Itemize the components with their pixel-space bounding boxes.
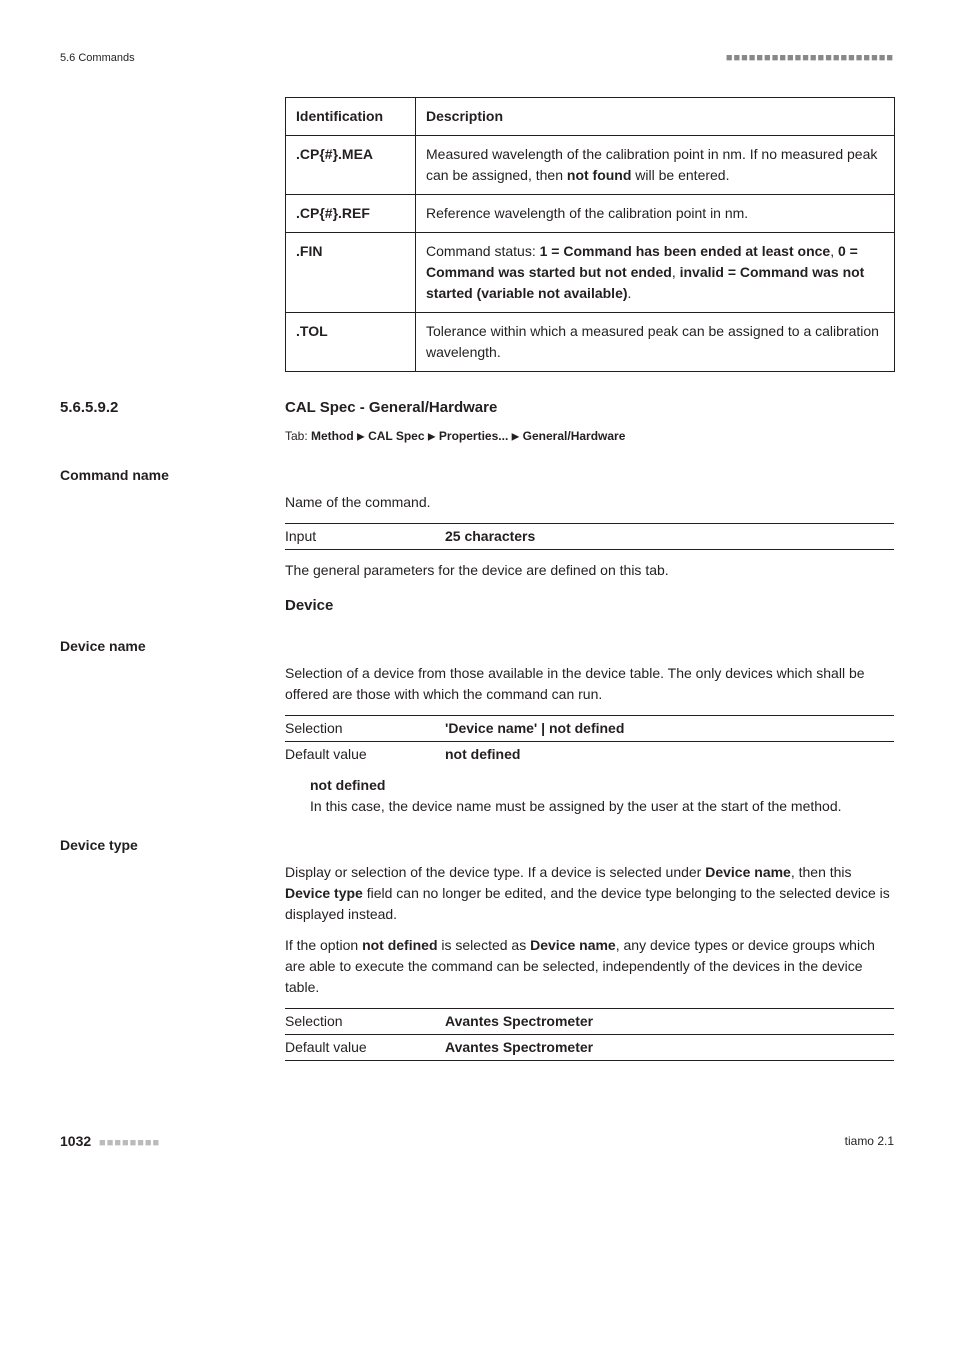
tab-path: Tab: Method ▶ CAL Spec ▶ Properties... ▶… (285, 427, 894, 445)
device-type-block: Device type Display or selection of the … (60, 835, 894, 1061)
page-number: 1032 (60, 1133, 91, 1149)
device-type-desc1: Display or selection of the device type.… (285, 862, 894, 925)
table-row: .TOL Tolerance within which a measured p… (286, 312, 895, 371)
row-id: .CP{#}.MEA (286, 135, 416, 194)
selection-label: Selection (285, 1011, 445, 1032)
not-defined-block: not defined In this case, the device nam… (310, 775, 894, 817)
row-id: .FIN (286, 232, 416, 312)
section-heading: 5.6.5.9.2 CAL Spec - General/Hardware (60, 397, 894, 420)
default-value: Avantes Spectrometer (445, 1037, 593, 1058)
page-footer: 1032 ■■■■■■■■ tiamo 2.1 (60, 1131, 894, 1152)
device-type-desc2: If the option not defined is selected as… (285, 935, 894, 998)
device-name-desc: Selection of a device from those availab… (285, 663, 894, 705)
command-name-block: Command name Name of the command. Input … (60, 465, 894, 618)
header-section-label: 5.6 Commands (60, 50, 135, 67)
default-label: Default value (285, 1037, 445, 1058)
row-desc: Measured wavelength of the calibration p… (416, 135, 895, 194)
section-number: 5.6.5.9.2 (60, 397, 235, 420)
footer-dots: ■■■■■■■■ (99, 1137, 160, 1149)
device-name-label: Device name (60, 636, 894, 657)
table-header-desc: Description (416, 97, 895, 135)
table-header-id: Identification (286, 97, 416, 135)
default-label: Default value (285, 744, 445, 765)
table-row: .CP{#}.MEA Measured wavelength of the ca… (286, 135, 895, 194)
command-name-desc: Name of the command. (285, 492, 894, 513)
command-name-note: The general parameters for the device ar… (285, 560, 894, 581)
selection-value: 'Device name' | not defined (445, 718, 624, 739)
device-name-block: Device name Selection of a device from t… (60, 636, 894, 817)
triangle-icon: ▶ (512, 431, 520, 442)
device-type-label: Device type (60, 835, 894, 856)
footer-left: 1032 ■■■■■■■■ (60, 1131, 160, 1152)
triangle-icon: ▶ (357, 431, 365, 442)
not-defined-desc: In this case, the device name must be as… (310, 796, 894, 817)
input-value: 25 characters (445, 526, 535, 547)
not-defined-term: not defined (310, 775, 894, 796)
triangle-icon: ▶ (428, 431, 436, 442)
table-row: .CP{#}.REF Reference wavelength of the c… (286, 194, 895, 232)
command-name-label: Command name (60, 465, 894, 486)
table-row: .FIN Command status: 1 = Command has bee… (286, 232, 895, 312)
page-header: 5.6 Commands ■■■■■■■■■■■■■■■■■■■■■■ (60, 50, 894, 67)
selection-value: Avantes Spectrometer (445, 1011, 593, 1032)
footer-right: tiamo 2.1 (845, 1132, 894, 1150)
identification-table: Identification Description .CP{#}.MEA Me… (285, 97, 895, 372)
input-label: Input (285, 526, 445, 547)
default-value: not defined (445, 744, 520, 765)
row-desc: Command status: 1 = Command has been end… (416, 232, 895, 312)
row-id: .CP{#}.REF (286, 194, 416, 232)
row-desc: Tolerance within which a measured peak c… (416, 312, 895, 371)
header-dots: ■■■■■■■■■■■■■■■■■■■■■■ (726, 50, 894, 67)
section-title: CAL Spec - General/Hardware (285, 397, 497, 420)
selection-label: Selection (285, 718, 445, 739)
device-heading: Device (285, 595, 894, 618)
row-desc: Reference wavelength of the calibration … (416, 194, 895, 232)
row-id: .TOL (286, 312, 416, 371)
